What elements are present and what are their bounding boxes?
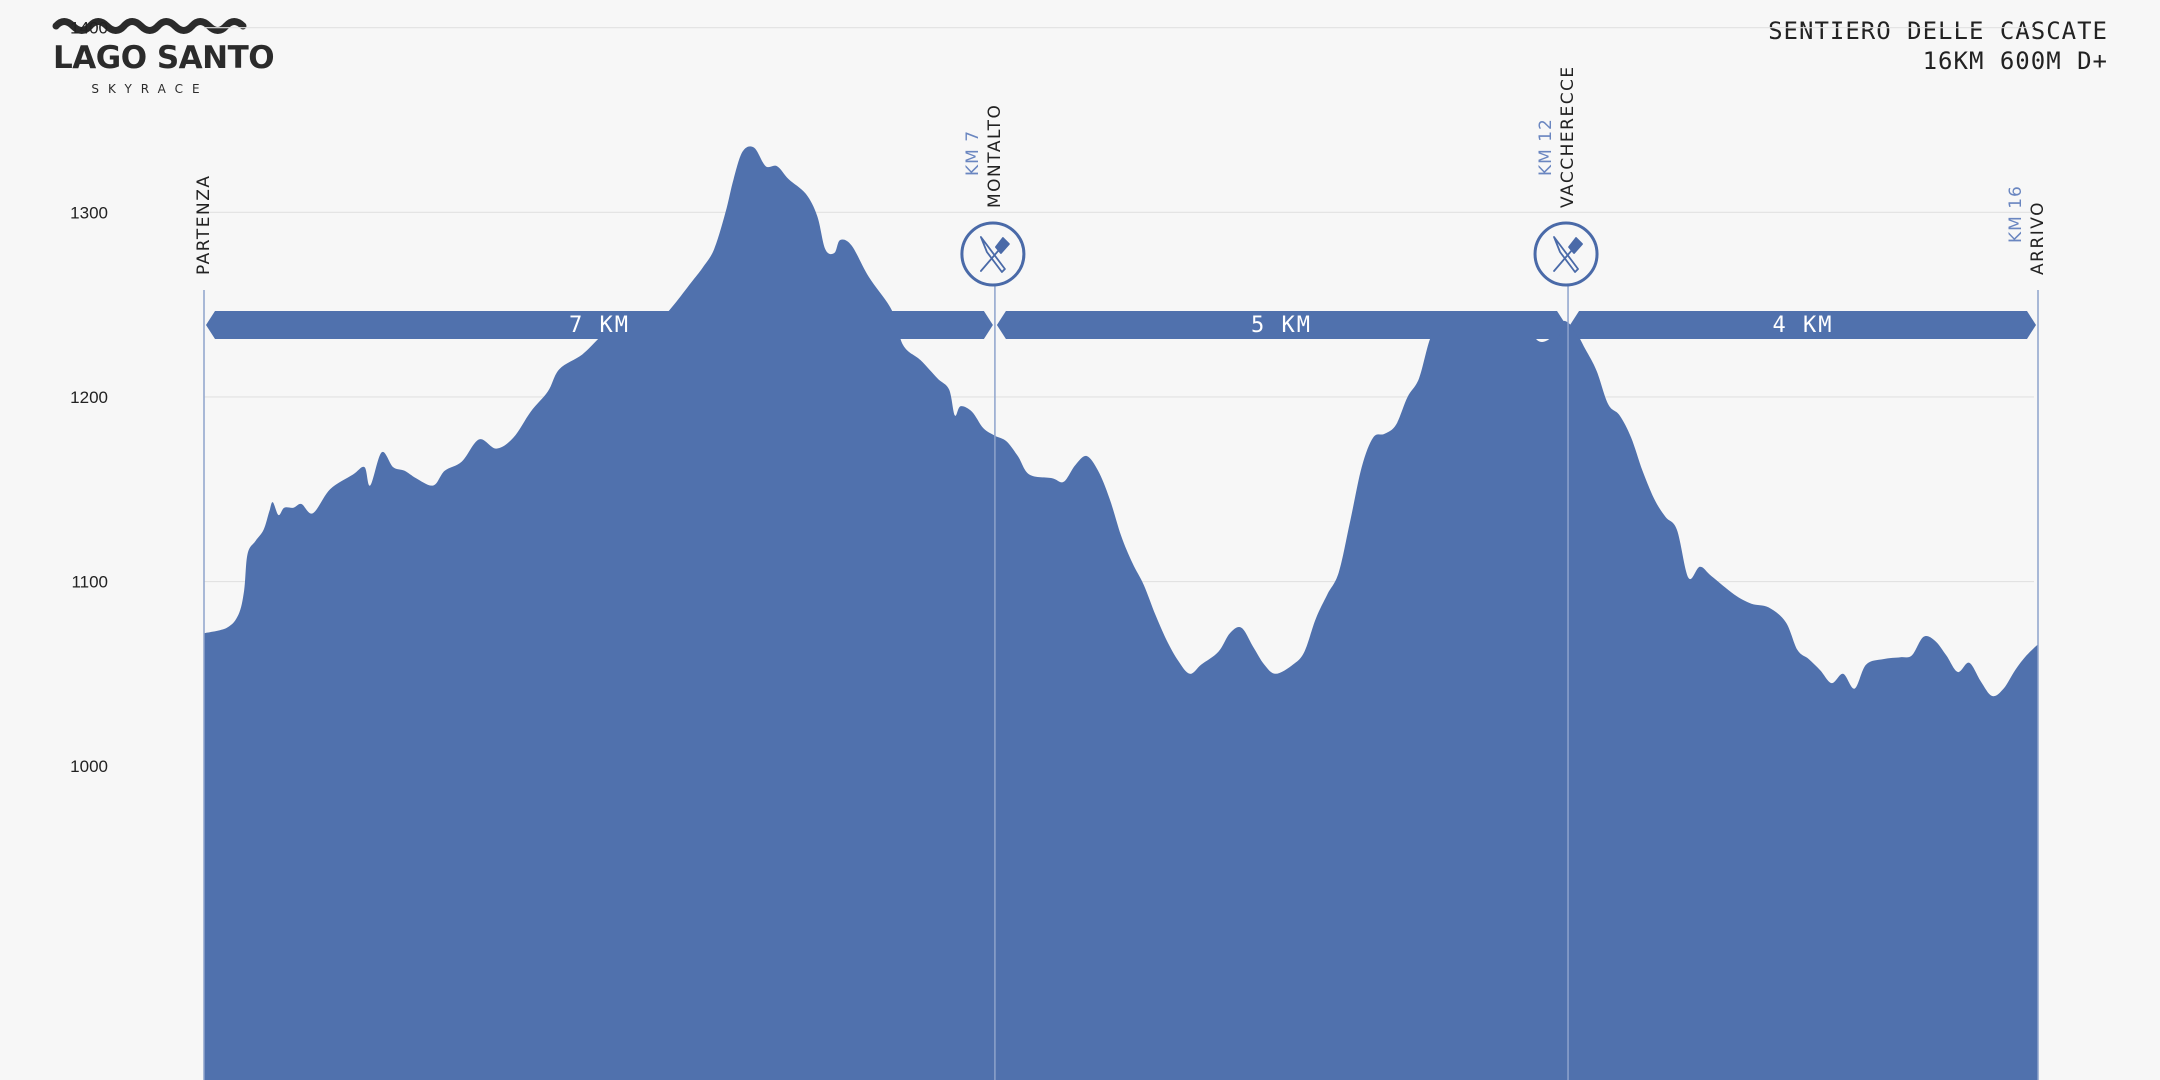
- aid-station-marker: [1533, 221, 1599, 287]
- waypoint-name: ARRIVO: [2028, 201, 2048, 275]
- knife-shape: [1553, 236, 1579, 273]
- y-tick-label: 1400: [70, 19, 108, 38]
- logo-title: LAGO SANTO: [53, 40, 275, 76]
- segment-label: 5 KM: [1251, 313, 1312, 338]
- elevation-area-layer: [204, 146, 2038, 1080]
- segment-label: 4 KM: [1773, 313, 1834, 338]
- waypoint-name: VACCHERECCE: [1558, 65, 1578, 208]
- fork-head: [995, 237, 1010, 254]
- race-name: SENTIERO DELLE CASCATE: [1768, 17, 2108, 45]
- logo-subtitle: SKYRACE: [91, 82, 209, 96]
- fork-knife-icon: [980, 236, 1010, 273]
- waypoint-km-label: KM 7: [963, 130, 983, 176]
- race-info: SENTIERO DELLE CASCATE 16KM 600M D+: [1768, 16, 2108, 76]
- aid-station-marker: [960, 221, 1026, 287]
- fork-handle: [1553, 249, 1573, 272]
- waypoint-lines: [203, 286, 2039, 1080]
- aid-stations: [960, 221, 1599, 287]
- segment-arrow: [996, 311, 1567, 339]
- waypoint-km-label: KM 12: [1536, 118, 1556, 176]
- segment-arrow: [1570, 311, 2036, 339]
- segment-label: 7 KM: [569, 313, 630, 338]
- y-axis-ticks: 1000 1100 1200 1300 1400: [70, 19, 108, 776]
- fork-head: [1568, 237, 1583, 254]
- segment-arrows: 7 KM 5 KM 4 KM: [206, 311, 2036, 339]
- waypoint-name: PARTENZA: [194, 175, 214, 276]
- elevation-area: [204, 146, 2038, 1080]
- knife-shape: [980, 236, 1006, 273]
- y-tick-label: 1300: [70, 203, 108, 222]
- race-logo: LAGO SANTO SKYRACE: [50, 14, 275, 100]
- y-tick-label: 1100: [71, 573, 108, 592]
- race-stats: 16KM 600M D+: [1922, 47, 2108, 75]
- y-tick-label: 1000: [70, 757, 108, 776]
- segment-arrow: [206, 311, 993, 339]
- waypoint-name: MONTALTO: [985, 104, 1005, 208]
- fork-knife-icon: [1553, 236, 1583, 273]
- waypoint-km-label: KM 16: [2006, 185, 2026, 243]
- y-tick-label: 1200: [70, 388, 108, 407]
- fork-handle: [980, 249, 1000, 272]
